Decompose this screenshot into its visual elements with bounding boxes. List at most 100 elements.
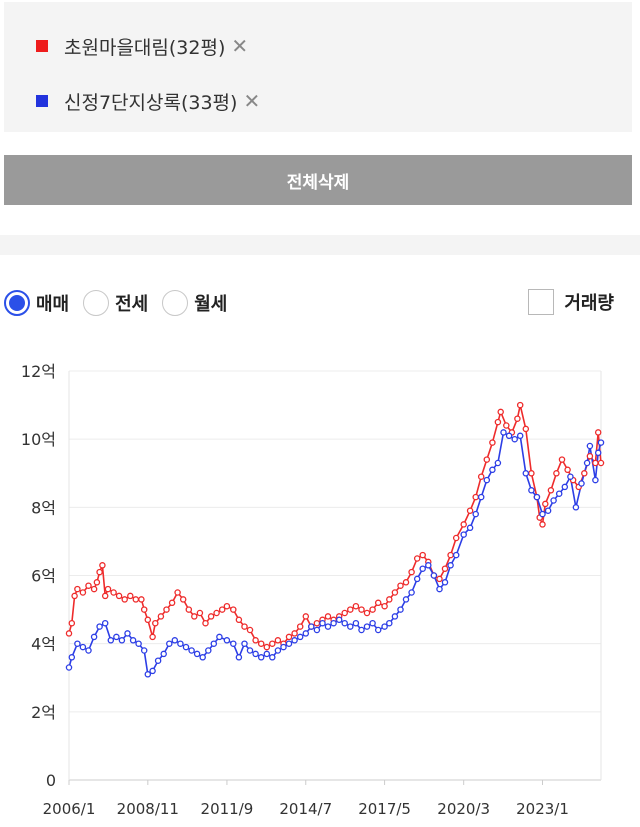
data-point-1[interactable] bbox=[101, 592, 109, 600]
close-icon[interactable]: ✕ bbox=[231, 34, 249, 58]
data-point-1[interactable] bbox=[381, 602, 388, 610]
data-point-1[interactable] bbox=[347, 606, 354, 613]
data-point-2[interactable] bbox=[386, 619, 393, 627]
data-point-2[interactable] bbox=[269, 654, 276, 661]
data-point-1[interactable] bbox=[447, 551, 454, 559]
radio-unselected-icon[interactable] bbox=[83, 290, 110, 316]
data-point-1[interactable] bbox=[472, 493, 479, 501]
data-point-2[interactable] bbox=[402, 596, 410, 603]
data-point-2[interactable] bbox=[511, 435, 518, 443]
data-point-1[interactable] bbox=[528, 470, 535, 477]
radio-monthly[interactable]: 월세 bbox=[162, 290, 227, 316]
data-point-2[interactable] bbox=[472, 510, 479, 518]
data-point-2[interactable] bbox=[567, 473, 574, 480]
data-point-2[interactable] bbox=[223, 637, 231, 644]
data-point-2[interactable] bbox=[578, 480, 585, 487]
data-point-1[interactable] bbox=[516, 401, 524, 409]
data-point-1[interactable] bbox=[257, 640, 265, 647]
data-point-1[interactable] bbox=[241, 623, 248, 630]
data-point-2[interactable] bbox=[494, 459, 502, 467]
data-point-2[interactable] bbox=[302, 630, 310, 637]
data-point-2[interactable] bbox=[466, 524, 474, 532]
data-point-1[interactable] bbox=[140, 606, 148, 613]
data-point-1[interactable] bbox=[522, 425, 530, 433]
data-point-1[interactable] bbox=[202, 619, 209, 627]
data-point-2[interactable] bbox=[85, 647, 92, 654]
volume-toggle[interactable]: 거래량 bbox=[528, 289, 614, 315]
data-point-1[interactable] bbox=[149, 633, 156, 641]
data-point-1[interactable] bbox=[586, 452, 594, 460]
data-point-2[interactable] bbox=[447, 562, 454, 569]
data-point-2[interactable] bbox=[274, 647, 282, 654]
data-point-1[interactable] bbox=[71, 592, 78, 600]
data-point-1[interactable] bbox=[363, 609, 371, 617]
data-point-1[interactable] bbox=[497, 408, 504, 416]
close-icon[interactable]: ✕ bbox=[243, 89, 261, 113]
data-point-2[interactable] bbox=[341, 619, 348, 627]
data-point-2[interactable] bbox=[166, 640, 173, 647]
data-point-1[interactable] bbox=[96, 568, 103, 576]
data-point-2[interactable] bbox=[489, 466, 496, 474]
data-point-2[interactable] bbox=[555, 490, 563, 497]
data-point-2[interactable] bbox=[544, 507, 552, 514]
data-point-2[interactable] bbox=[124, 630, 131, 637]
data-point-1[interactable] bbox=[369, 606, 376, 613]
data-point-1[interactable] bbox=[296, 623, 304, 630]
data-point-1[interactable] bbox=[269, 640, 276, 647]
data-point-2[interactable] bbox=[188, 647, 195, 654]
data-point-1[interactable] bbox=[489, 439, 496, 446]
data-point-2[interactable] bbox=[149, 667, 156, 675]
data-point-2[interactable] bbox=[65, 664, 73, 671]
data-point-1[interactable] bbox=[386, 596, 393, 603]
data-point-2[interactable] bbox=[483, 476, 491, 484]
data-point-1[interactable] bbox=[553, 470, 560, 477]
data-point-1[interactable] bbox=[477, 473, 485, 480]
volume-checkbox[interactable] bbox=[528, 289, 555, 315]
data-point-1[interactable] bbox=[413, 555, 421, 562]
data-point-2[interactable] bbox=[381, 623, 388, 630]
data-point-1[interactable] bbox=[408, 568, 415, 576]
radio-selected-icon[interactable] bbox=[4, 290, 30, 316]
data-point-2[interactable] bbox=[154, 657, 162, 664]
data-point-2[interactable] bbox=[561, 483, 569, 491]
data-point-2[interactable] bbox=[291, 637, 298, 644]
data-point-1[interactable] bbox=[144, 616, 152, 624]
data-point-2[interactable] bbox=[280, 643, 287, 651]
data-point-1[interactable] bbox=[163, 606, 170, 613]
data-point-2[interactable] bbox=[363, 623, 371, 630]
data-point-2[interactable] bbox=[74, 640, 81, 647]
data-point-1[interactable] bbox=[402, 579, 410, 586]
data-point-2[interactable] bbox=[522, 470, 530, 477]
data-point-1[interactable] bbox=[483, 456, 491, 463]
data-point-2[interactable] bbox=[90, 633, 98, 641]
data-point-1[interactable] bbox=[466, 507, 474, 514]
data-point-1[interactable] bbox=[179, 596, 187, 603]
data-point-1[interactable] bbox=[539, 521, 546, 528]
data-point-2[interactable] bbox=[330, 619, 337, 627]
data-point-2[interactable] bbox=[460, 531, 467, 538]
data-point-1[interactable] bbox=[223, 602, 231, 610]
data-point-2[interactable] bbox=[505, 432, 513, 440]
data-point-1[interactable] bbox=[581, 470, 588, 477]
data-point-2[interactable] bbox=[171, 637, 179, 644]
data-point-1[interactable] bbox=[213, 609, 220, 617]
data-point-2[interactable] bbox=[199, 654, 206, 661]
data-point-2[interactable] bbox=[441, 579, 449, 586]
data-point-2[interactable] bbox=[68, 654, 76, 661]
data-point-2[interactable] bbox=[107, 637, 115, 644]
data-point-1[interactable] bbox=[218, 606, 226, 613]
data-point-1[interactable] bbox=[152, 619, 159, 627]
data-point-1[interactable] bbox=[341, 609, 348, 617]
data-point-2[interactable] bbox=[135, 640, 142, 647]
data-point-1[interactable] bbox=[302, 613, 310, 620]
data-point-2[interactable] bbox=[550, 497, 557, 504]
data-point-2[interactable] bbox=[118, 637, 126, 644]
data-point-2[interactable] bbox=[216, 633, 223, 641]
data-point-1[interactable] bbox=[235, 616, 243, 624]
data-point-1[interactable] bbox=[79, 589, 87, 596]
data-point-1[interactable] bbox=[90, 585, 98, 593]
data-point-2[interactable] bbox=[182, 643, 190, 651]
data-point-1[interactable] bbox=[127, 592, 134, 600]
data-point-2[interactable] bbox=[374, 626, 382, 634]
data-point-1[interactable] bbox=[85, 582, 92, 589]
